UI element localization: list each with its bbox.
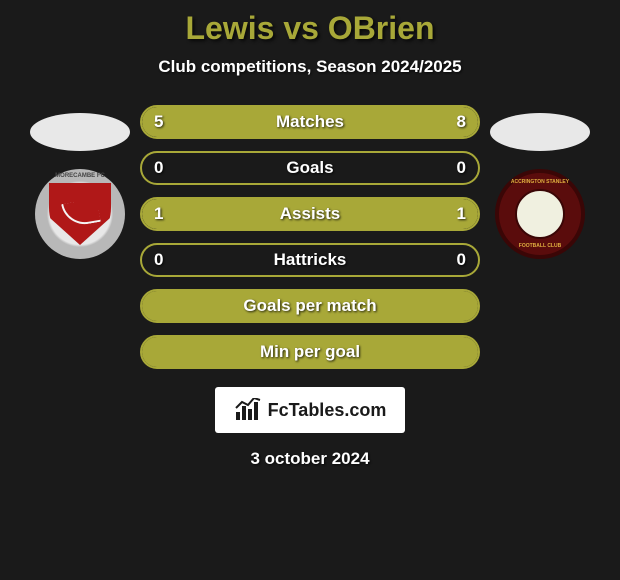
stat-bar: Goals per match (140, 289, 480, 323)
stat-bar: 0 0 Hattricks (140, 243, 480, 277)
date-label: 3 october 2024 (0, 449, 620, 469)
bar-value-left: 5 (154, 112, 163, 132)
stat-bars: 5 8 Matches 0 0 Goals 1 1 Assists 0 0 Hattricks Goal… (140, 105, 480, 369)
bar-value-right: 8 (457, 112, 466, 132)
brand-text: FcTables.com (268, 400, 387, 421)
stat-bar: 5 8 Matches (140, 105, 480, 139)
crest-center-icon (515, 189, 565, 239)
stat-bar: Min per goal (140, 335, 480, 369)
bar-label: Goals (286, 158, 333, 178)
bar-value-right: 0 (457, 158, 466, 178)
badge-text: FOOTBALL CLUB (499, 243, 581, 249)
club-badge-morecambe: MORECAMBE FC (35, 169, 125, 259)
bar-label: Matches (276, 112, 344, 132)
bar-label: Goals per match (243, 296, 376, 316)
bar-value-left: 0 (154, 250, 163, 270)
left-side: MORECAMBE FC (20, 105, 140, 259)
brand-logo: FcTables.com (215, 387, 405, 433)
bar-value-left: 0 (154, 158, 163, 178)
bar-label: Hattricks (274, 250, 347, 270)
bar-label: Min per goal (260, 342, 360, 362)
comparison-card: Lewis vs OBrien Club competitions, Seaso… (0, 0, 620, 469)
bar-value-right: 0 (457, 250, 466, 270)
stat-bar: 0 0 Goals (140, 151, 480, 185)
bar-value-left: 1 (154, 204, 163, 224)
player-photo-right (490, 113, 590, 151)
page-title: Lewis vs OBrien (0, 10, 620, 47)
shield-icon (49, 183, 111, 245)
right-side: ACCRINGTON STANLEY FOOTBALL CLUB (480, 105, 600, 259)
badge-text: MORECAMBE FC (35, 173, 125, 179)
main-row: MORECAMBE FC 58Matches00Goals11Assists00… (0, 105, 620, 369)
club-badge-accrington: ACCRINGTON STANLEY FOOTBALL CLUB (495, 169, 585, 259)
bar-value-right: 1 (457, 204, 466, 224)
subtitle: Club competitions, Season 2024/2025 (0, 57, 620, 77)
player-photo-left (30, 113, 130, 151)
chart-icon (234, 398, 262, 422)
stat-bar: 1 1 Assists (140, 197, 480, 231)
badge-text: ACCRINGTON STANLEY (499, 179, 581, 185)
bar-label: Assists (280, 204, 340, 224)
